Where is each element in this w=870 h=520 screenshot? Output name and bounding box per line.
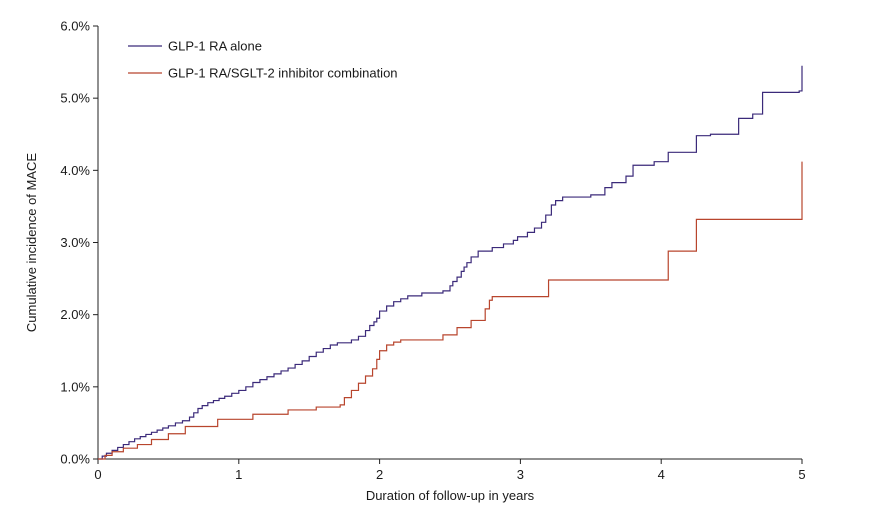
x-tick-label: 1 (235, 467, 242, 482)
y-tick-label: 6.0% (60, 19, 90, 34)
y-tick-label: 5.0% (60, 91, 90, 106)
axes: 0.0% 1.0% 2.0% 3.0% 4.0% 5.0% 6.0% 0 1 2 3 4 5 (60, 19, 805, 483)
x-tick-label: 0 (94, 467, 101, 482)
legend-label-2: GLP-1 RA/SGLT-2 inhibitor combination (168, 66, 398, 81)
series-line-2 (98, 161, 803, 460)
series-layer (98, 65, 803, 460)
x-axis-title: Duration of follow-up in years (366, 488, 535, 503)
y-tick-label: 0.0% (60, 452, 90, 467)
legend-label-1: GLP-1 RA alone (168, 39, 262, 54)
x-tick-label: 5 (798, 467, 805, 482)
y-tick-label: 4.0% (60, 163, 90, 178)
x-tick-label: 3 (517, 467, 524, 482)
x-tick-label: 4 (658, 467, 665, 482)
y-tick-label: 3.0% (60, 235, 90, 250)
y-axis-title: Cumulative incidence of MACE (24, 153, 39, 333)
series-line-1 (98, 65, 803, 460)
y-tick-label: 1.0% (60, 379, 90, 394)
y-tick-label: 2.0% (60, 307, 90, 322)
legend: GLP-1 RA alone GLP-1 RA/SGLT-2 inhibitor … (128, 39, 398, 81)
x-tick-label: 2 (376, 467, 383, 482)
